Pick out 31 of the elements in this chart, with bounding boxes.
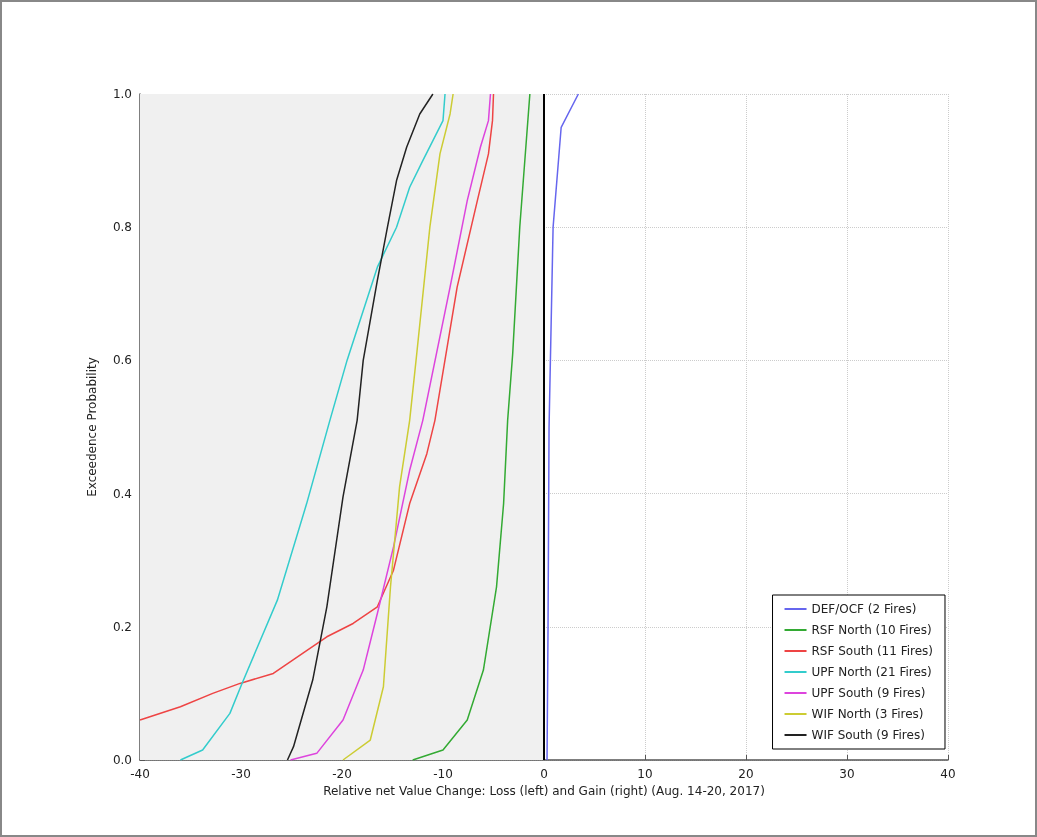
x-tick-label: -30 <box>231 767 251 781</box>
line-series <box>289 93 492 761</box>
x-tick-label: -20 <box>332 767 352 781</box>
x-tick-label: 10 <box>637 767 653 781</box>
x-tick-label: 30 <box>839 767 855 781</box>
legend-label: WIF North (3 Fires) <box>811 707 924 721</box>
line-series <box>546 93 580 761</box>
legend-label: UPF North (21 Fires) <box>811 665 932 679</box>
legend-label: WIF South (9 Fires) <box>811 728 925 742</box>
y-tick-label: 0.2 <box>112 619 132 634</box>
x-tick-label: 40 <box>940 767 956 781</box>
y-tick-label: 1.0 <box>112 87 132 101</box>
line-series <box>342 93 454 761</box>
y-axis-title: Exceedence Probability <box>85 357 99 497</box>
line-series <box>286 93 434 761</box>
y-tick-label: 0.0 <box>112 753 132 767</box>
legend-label: RSF South (11 Fires) <box>811 644 934 658</box>
line-series <box>411 93 531 761</box>
x-tick-label: 20 <box>738 767 754 781</box>
legend-label: UPF South (9 Fires) <box>811 686 926 700</box>
y-tick-label: 0.6 <box>112 353 132 368</box>
line-series <box>179 93 446 761</box>
y-tick-label: 0.4 <box>112 486 132 501</box>
x-tick-label: -40 <box>130 767 150 781</box>
y-tick-label: 0.8 <box>112 220 132 235</box>
x-tick-label: 0 <box>540 767 548 781</box>
legend-label: RSF North (10 Fires) <box>811 623 932 637</box>
x-axis-title: Relative net Value Change: Loss (left) and Gain (right) (Aug. 14-20, 2017) <box>323 783 765 798</box>
line-series <box>139 93 495 721</box>
legend-label: DEF/OCF (2 Fires) <box>811 602 917 616</box>
x-tick-label: -10 <box>433 767 453 781</box>
